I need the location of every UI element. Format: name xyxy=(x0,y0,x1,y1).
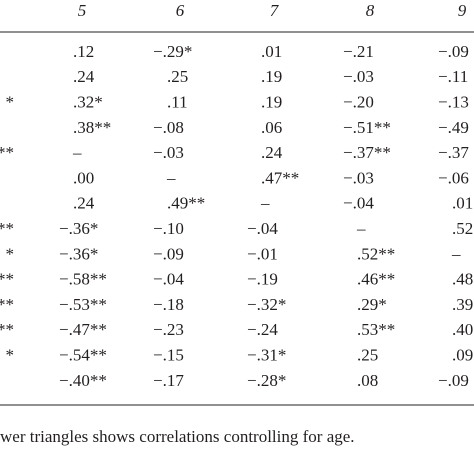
cell: −.11 xyxy=(438,67,468,86)
cell: – xyxy=(260,194,270,213)
cell: −.29* xyxy=(153,42,192,61)
cell: −.51** xyxy=(343,118,391,137)
cell: −.36* xyxy=(59,244,98,263)
cell: −.13 xyxy=(438,93,469,112)
row-stub: * xyxy=(6,93,15,112)
cell: −.49 xyxy=(438,118,469,137)
cell: .52** xyxy=(357,244,395,263)
cell: .09 xyxy=(452,346,473,365)
cell: −.17 xyxy=(153,371,184,390)
column-header: 5 xyxy=(78,1,87,20)
cell: .11 xyxy=(167,93,188,112)
cell: .52 xyxy=(452,219,473,238)
cell: −.03 xyxy=(153,143,184,162)
cell: .46** xyxy=(357,270,395,289)
cell: −.58** xyxy=(59,270,107,289)
cell: −.06 xyxy=(438,168,469,187)
cell: .39 xyxy=(452,295,473,314)
cell: – xyxy=(356,219,366,238)
cell: .38** xyxy=(73,118,111,137)
row-stub: ** xyxy=(0,143,14,162)
cell: – xyxy=(451,244,461,263)
cell: −.31* xyxy=(247,346,286,365)
cell: .40 xyxy=(452,320,473,339)
cell: .24 xyxy=(73,67,95,86)
cell: .49** xyxy=(167,194,205,213)
cell: −.15 xyxy=(153,346,184,365)
cell: .25 xyxy=(357,346,378,365)
cell: −.28* xyxy=(247,371,286,390)
cell: −.04 xyxy=(247,219,278,238)
cell: .08 xyxy=(357,371,378,390)
cell: −.20 xyxy=(343,93,374,112)
cell: −.54** xyxy=(59,346,107,365)
cell: .29* xyxy=(357,295,387,314)
cell: .19 xyxy=(261,67,282,86)
cell: −.36* xyxy=(59,219,98,238)
cell: −.53** xyxy=(59,295,107,314)
cell: −.18 xyxy=(153,295,184,314)
row-stub: ** xyxy=(0,219,14,238)
row-stub: * xyxy=(6,346,15,365)
cell: −.37** xyxy=(343,143,391,162)
cell: – xyxy=(72,143,82,162)
column-header: 7 xyxy=(270,1,280,20)
row-stub: * xyxy=(6,244,15,263)
cell: −.19 xyxy=(247,270,278,289)
cell: .01 xyxy=(452,194,473,213)
cell: −.09 xyxy=(438,42,469,61)
cell: −.08 xyxy=(153,118,184,137)
row-stub: ** xyxy=(0,320,14,339)
cell: .06 xyxy=(261,118,282,137)
cell: −.04 xyxy=(153,270,184,289)
cell: −.40** xyxy=(59,371,107,390)
cell: −.09 xyxy=(438,371,469,390)
cell: .24 xyxy=(73,194,95,213)
cell: .12 xyxy=(73,42,94,61)
column-header: 6 xyxy=(176,1,185,20)
cell: −.04 xyxy=(343,194,374,213)
cell: −.09 xyxy=(153,244,184,263)
row-stub: ** xyxy=(0,270,14,289)
cell: .19 xyxy=(261,93,282,112)
cell: .01 xyxy=(261,42,282,61)
cell: −.32* xyxy=(247,295,286,314)
row-stub: ** xyxy=(0,295,14,314)
cell: −.37 xyxy=(438,143,469,162)
cell: – xyxy=(166,168,176,187)
cell: −.23 xyxy=(153,320,184,339)
cell: .53** xyxy=(357,320,395,339)
cell: −.03 xyxy=(343,168,374,187)
cell: −.10 xyxy=(153,219,184,238)
cell: −.24 xyxy=(247,320,278,339)
cell: −.21 xyxy=(343,42,374,61)
cell: −.47** xyxy=(59,320,107,339)
cell: .00 xyxy=(73,168,94,187)
column-header: 8 xyxy=(366,1,375,20)
cell: .47** xyxy=(261,168,299,187)
cell: −.01 xyxy=(247,244,278,263)
cell: .48 xyxy=(452,270,473,289)
footnote: wer triangles shows correlations control… xyxy=(0,427,355,446)
column-header: 9 xyxy=(458,1,467,20)
cell: −.03 xyxy=(343,67,374,86)
cell: .32* xyxy=(73,93,103,112)
cell: .24 xyxy=(261,143,283,162)
cell: .25 xyxy=(167,67,188,86)
